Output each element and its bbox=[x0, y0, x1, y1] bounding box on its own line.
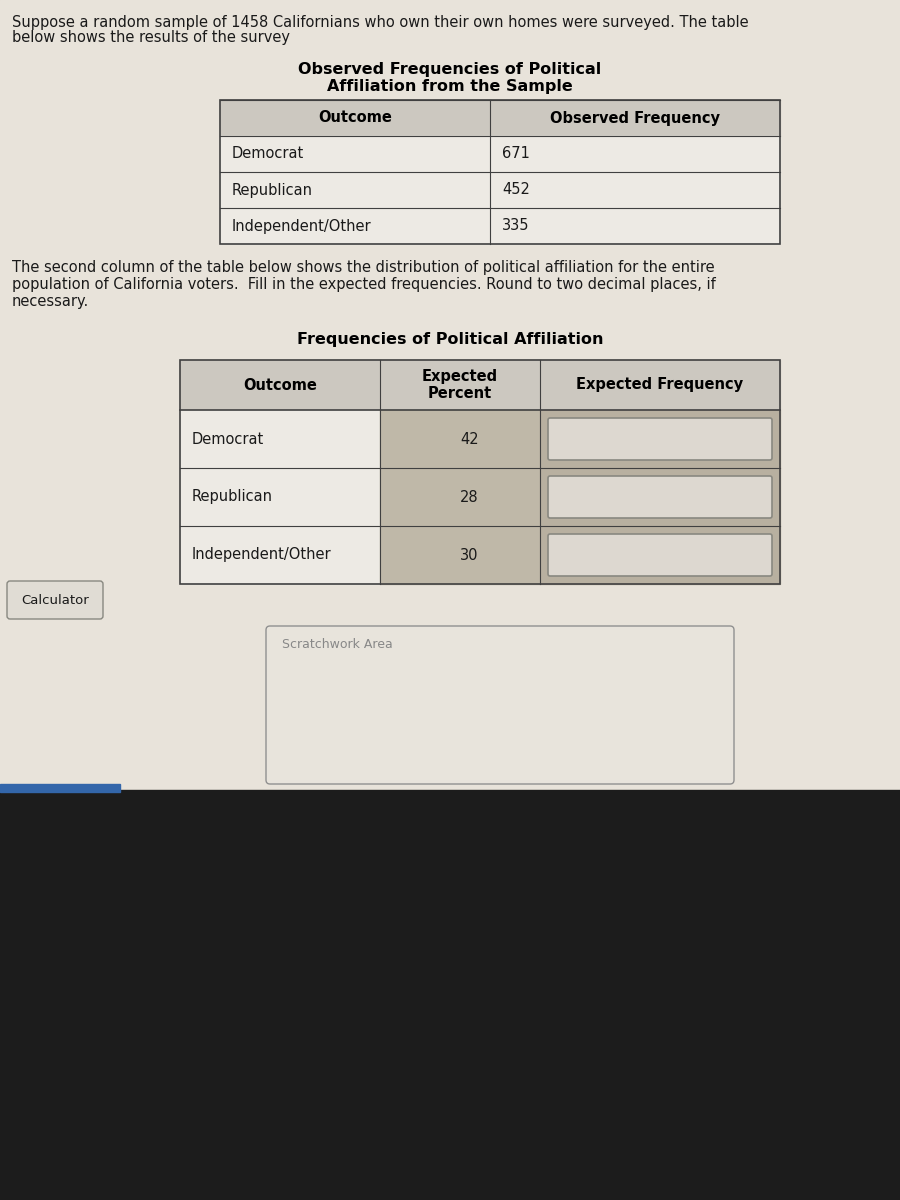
Text: 28: 28 bbox=[460, 490, 479, 504]
Text: 335: 335 bbox=[502, 218, 529, 234]
Text: Affiliation from the Sample: Affiliation from the Sample bbox=[327, 79, 573, 94]
Bar bbox=[180, 410, 380, 468]
Text: Expected
Percent: Expected Percent bbox=[422, 368, 498, 401]
Bar bbox=[220, 100, 780, 244]
Text: Expected Frequency: Expected Frequency bbox=[576, 378, 743, 392]
Text: Observed Frequencies of Political: Observed Frequencies of Political bbox=[299, 62, 601, 77]
Bar bbox=[180, 360, 780, 410]
Text: 452: 452 bbox=[502, 182, 530, 198]
Text: Democrat: Democrat bbox=[232, 146, 304, 162]
Text: Independent/Other: Independent/Other bbox=[192, 547, 331, 563]
Text: Outcome: Outcome bbox=[318, 110, 392, 126]
Text: Republican: Republican bbox=[192, 490, 273, 504]
Text: Frequencies of Political Affiliation: Frequencies of Political Affiliation bbox=[297, 332, 603, 347]
Bar bbox=[180, 468, 380, 526]
Bar bbox=[380, 526, 540, 584]
FancyBboxPatch shape bbox=[7, 581, 103, 619]
Bar bbox=[220, 208, 780, 244]
Text: Independent/Other: Independent/Other bbox=[232, 218, 372, 234]
FancyBboxPatch shape bbox=[266, 626, 734, 784]
Bar bbox=[0, 0, 900, 790]
Text: Republican: Republican bbox=[232, 182, 313, 198]
Bar bbox=[540, 468, 780, 526]
Bar bbox=[220, 172, 780, 208]
Text: 30: 30 bbox=[460, 547, 479, 563]
Bar bbox=[380, 410, 540, 468]
Bar bbox=[380, 468, 540, 526]
Bar bbox=[0, 784, 120, 792]
Text: below shows the results of the survey: below shows the results of the survey bbox=[12, 30, 290, 44]
Text: necessary.: necessary. bbox=[12, 294, 89, 308]
Text: The second column of the table below shows the distribution of political affilia: The second column of the table below sho… bbox=[12, 260, 715, 275]
Bar bbox=[540, 410, 780, 468]
Text: Calculator: Calculator bbox=[21, 594, 89, 606]
Text: Outcome: Outcome bbox=[243, 378, 317, 392]
Bar bbox=[220, 100, 780, 136]
Text: Suppose a random sample of 1458 Californians who own their own homes were survey: Suppose a random sample of 1458 Californ… bbox=[12, 14, 749, 30]
Text: Democrat: Democrat bbox=[192, 432, 265, 446]
Text: 671: 671 bbox=[502, 146, 530, 162]
FancyBboxPatch shape bbox=[548, 476, 772, 518]
Bar bbox=[180, 526, 380, 584]
FancyBboxPatch shape bbox=[548, 534, 772, 576]
Text: Observed Frequency: Observed Frequency bbox=[550, 110, 720, 126]
Text: population of California voters.  Fill in the expected frequencies. Round to two: population of California voters. Fill in… bbox=[12, 277, 716, 292]
Bar bbox=[0, 790, 900, 1200]
Bar bbox=[540, 526, 780, 584]
Bar bbox=[180, 360, 780, 584]
Bar bbox=[220, 136, 780, 172]
FancyBboxPatch shape bbox=[548, 418, 772, 460]
Text: 42: 42 bbox=[460, 432, 479, 446]
Text: Scratchwork Area: Scratchwork Area bbox=[282, 638, 392, 650]
